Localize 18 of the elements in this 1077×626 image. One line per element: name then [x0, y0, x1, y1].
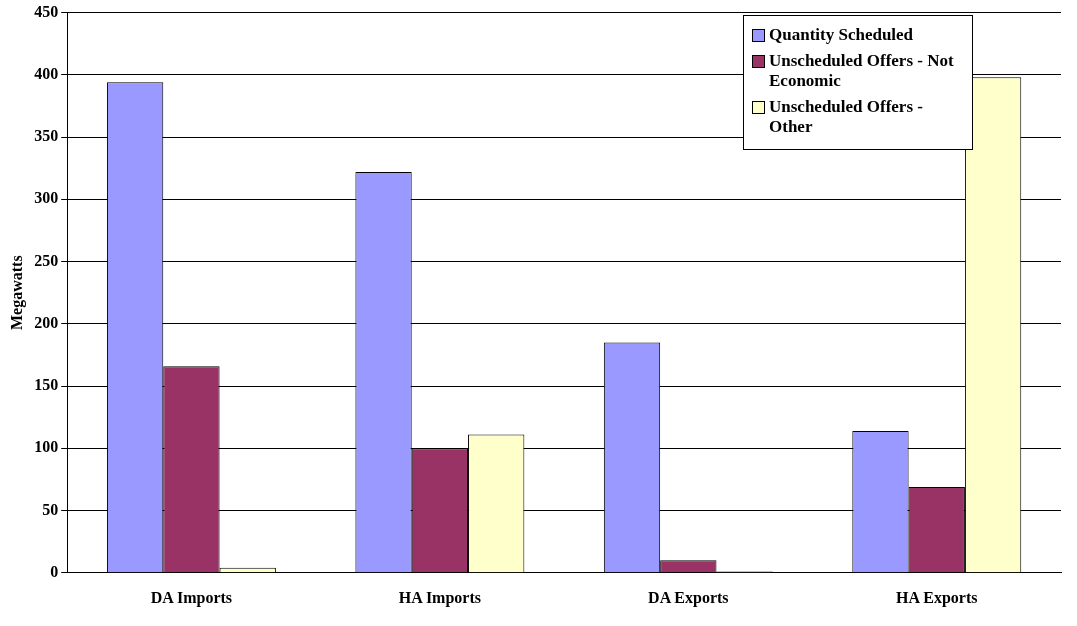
x-tick-label: HA Imports [398, 588, 481, 607]
y-tick-label: 150 [34, 376, 59, 394]
x-tick-label: DA Exports [648, 588, 729, 607]
y-axis-title: Megawatts [7, 255, 26, 331]
y-tick-label: 250 [34, 251, 59, 269]
y-tick-label: 450 [34, 2, 59, 20]
x-tick-label: DA Imports [150, 588, 233, 607]
x-tick-label: HA Exports [896, 588, 978, 607]
y-tick-label: 400 [34, 64, 59, 82]
y-tick-label: 100 [34, 438, 59, 456]
y-tick-label: 350 [34, 127, 59, 145]
y-tick-label: 300 [34, 189, 59, 207]
legend-label: Unscheduled Offers - Other [769, 96, 924, 137]
y-tick-label: 200 [34, 313, 59, 331]
y-tick-label: 0 [50, 562, 59, 580]
y-tick-label: 50 [42, 500, 59, 518]
legend-label: Unscheduled Offers - Not Economic [769, 50, 955, 91]
legend-label: Quantity Scheduled [769, 24, 914, 45]
